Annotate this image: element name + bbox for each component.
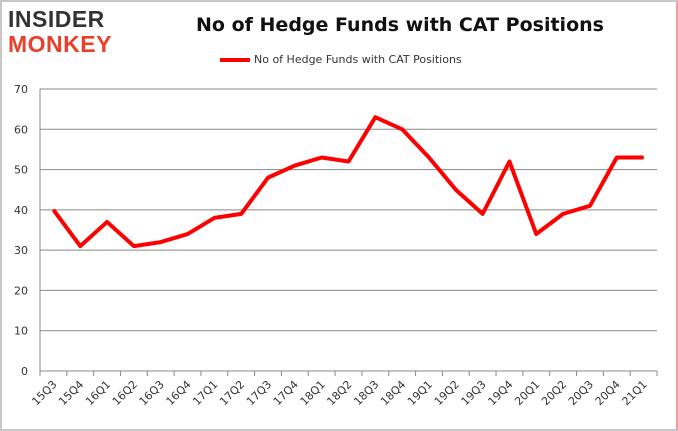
data-point xyxy=(616,156,618,158)
y-tick-label: 70 xyxy=(14,83,28,96)
y-tick-label: 10 xyxy=(14,325,28,338)
legend-label: No of Hedge Funds with CAT Positions xyxy=(254,53,462,66)
x-tick-label: 18Q4 xyxy=(378,378,408,408)
chart-title: No of Hedge Funds with CAT Positions xyxy=(196,14,604,36)
data-point xyxy=(482,213,484,215)
data-point xyxy=(267,177,269,179)
data-point xyxy=(52,209,54,211)
x-tick-label: 21Q1 xyxy=(620,378,650,408)
insider-monkey-logo: INSIDER MONKEY xyxy=(8,6,126,57)
x-tick-label: 19Q3 xyxy=(459,378,489,408)
data-point xyxy=(294,165,296,167)
y-tick-label: 30 xyxy=(14,244,28,257)
data-point xyxy=(79,245,81,247)
y-tick-label: 40 xyxy=(14,204,28,217)
x-tick-label: 20Q1 xyxy=(512,378,542,408)
data-point xyxy=(374,116,376,118)
x-tick-label: 20Q3 xyxy=(566,378,596,408)
x-tick-label: 18Q3 xyxy=(351,378,381,408)
data-point xyxy=(562,213,564,215)
x-tick-label: 18Q2 xyxy=(324,378,354,408)
x-tick-label: 17Q1 xyxy=(190,378,220,408)
legend-swatch xyxy=(220,57,250,62)
y-tick-label: 50 xyxy=(14,164,28,177)
series-line xyxy=(51,115,644,249)
data-point xyxy=(535,233,537,235)
x-tick-label: 19Q2 xyxy=(432,378,462,408)
x-tick-label: 16Q3 xyxy=(137,378,167,408)
x-tick-label: 16Q4 xyxy=(164,378,194,408)
x-tick-label: 17Q3 xyxy=(244,378,274,408)
data-point xyxy=(160,241,162,243)
data-point xyxy=(187,233,189,235)
logo-line-1: INSIDER xyxy=(8,6,105,32)
x-tick-label: 16Q2 xyxy=(110,378,140,408)
data-point xyxy=(455,189,457,191)
data-point xyxy=(321,156,323,158)
x-tick-label: 15Q4 xyxy=(56,378,86,408)
y-tick-label: 0 xyxy=(21,365,28,378)
x-tick-label: 18Q1 xyxy=(298,378,328,408)
x-tick-label: 17Q2 xyxy=(217,378,247,408)
legend: No of Hedge Funds with CAT Positions xyxy=(220,53,462,66)
data-point xyxy=(348,161,349,163)
data-point xyxy=(589,205,591,207)
data-point xyxy=(213,217,215,219)
logo-line-2: MONKEY xyxy=(8,31,112,57)
data-point xyxy=(508,161,510,163)
y-tick-label: 20 xyxy=(14,284,28,297)
data-point xyxy=(133,245,135,247)
x-tick-label: 20Q2 xyxy=(539,378,569,408)
data-point xyxy=(643,156,645,158)
x-tick-label: 19Q4 xyxy=(485,378,515,408)
data-point xyxy=(240,213,242,215)
data-point xyxy=(106,221,108,223)
y-tick-label: 60 xyxy=(14,123,28,136)
x-tick-label: 19Q1 xyxy=(405,378,435,408)
x-tick-label: 17Q4 xyxy=(271,378,301,408)
x-tick-label: 16Q1 xyxy=(83,378,113,408)
x-tick-label: 20Q4 xyxy=(593,378,623,408)
data-point xyxy=(428,156,430,158)
x-tick-label: 15Q3 xyxy=(29,378,59,408)
data-point xyxy=(401,128,403,130)
